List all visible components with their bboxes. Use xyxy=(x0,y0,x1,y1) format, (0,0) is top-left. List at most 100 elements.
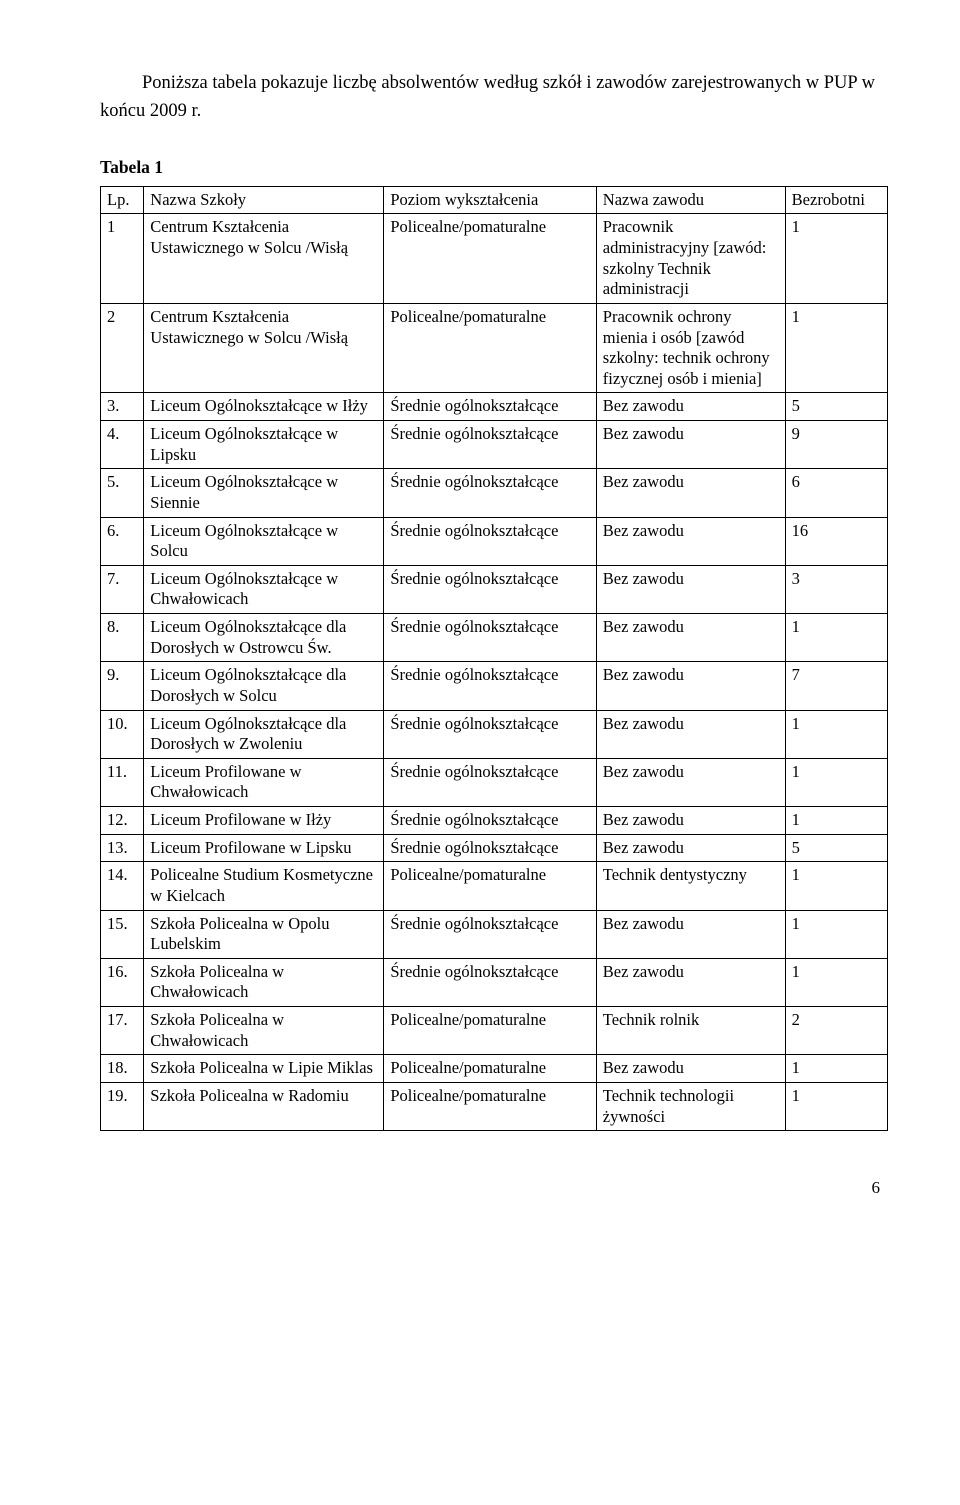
cell-lp: 4. xyxy=(101,421,144,469)
cell-job: Technik technologii żywności xyxy=(596,1082,785,1130)
cell-school: Liceum Ogólnokształcące w Solcu xyxy=(144,517,384,565)
col-lp: Lp. xyxy=(101,186,144,214)
table-row: 5.Liceum Ogólnokształcące w SiennieŚredn… xyxy=(101,469,888,517)
cell-school: Centrum Kształcenia Ustawicznego w Solcu… xyxy=(144,303,384,393)
cell-school: Liceum Profilowane w Chwałowicach xyxy=(144,758,384,806)
cell-job: Bez zawodu xyxy=(596,958,785,1006)
cell-lp: 18. xyxy=(101,1055,144,1083)
cell-lp: 5. xyxy=(101,469,144,517)
table-row: 13.Liceum Profilowane w LipskuŚrednie og… xyxy=(101,834,888,862)
cell-school: Liceum Ogólnokształcące w Iłży xyxy=(144,393,384,421)
cell-count: 6 xyxy=(785,469,887,517)
table-row: 17.Szkoła Policealna w ChwałowicachPolic… xyxy=(101,1007,888,1055)
cell-level: Policealne/pomaturalne xyxy=(384,1007,596,1055)
cell-count: 5 xyxy=(785,834,887,862)
cell-count: 1 xyxy=(785,758,887,806)
cell-job: Bez zawodu xyxy=(596,393,785,421)
cell-level: Średnie ogólnokształcące xyxy=(384,421,596,469)
cell-level: Średnie ogólnokształcące xyxy=(384,614,596,662)
cell-school: Liceum Profilowane w Lipsku xyxy=(144,834,384,862)
cell-lp: 19. xyxy=(101,1082,144,1130)
table-row: 15.Szkoła Policealna w Opolu LubelskimŚr… xyxy=(101,910,888,958)
cell-school: Liceum Profilowane w Iłży xyxy=(144,807,384,835)
cell-job: Pracownik ochrony mienia i osób [zawód s… xyxy=(596,303,785,393)
table-row: 4.Liceum Ogólnokształcące w LipskuŚredni… xyxy=(101,421,888,469)
cell-school: Liceum Ogólnokształcące dla Dorosłych w … xyxy=(144,710,384,758)
table-row: 8.Liceum Ogólnokształcące dla Dorosłych … xyxy=(101,614,888,662)
table-row: 11.Liceum Profilowane w ChwałowicachŚred… xyxy=(101,758,888,806)
table-row: 1Centrum Kształcenia Ustawicznego w Solc… xyxy=(101,214,888,304)
cell-count: 1 xyxy=(785,303,887,393)
cell-school: Liceum Ogólnokształcące w Lipsku xyxy=(144,421,384,469)
cell-school: Policealne Studium Kosmetyczne w Kielcac… xyxy=(144,862,384,910)
cell-lp: 14. xyxy=(101,862,144,910)
col-level: Poziom wykształcenia xyxy=(384,186,596,214)
table-row: 14.Policealne Studium Kosmetyczne w Kiel… xyxy=(101,862,888,910)
cell-job: Technik rolnik xyxy=(596,1007,785,1055)
cell-count: 2 xyxy=(785,1007,887,1055)
table-row: 7.Liceum Ogólnokształcące w Chwałowicach… xyxy=(101,565,888,613)
cell-count: 1 xyxy=(785,807,887,835)
cell-job: Bez zawodu xyxy=(596,565,785,613)
cell-level: Średnie ogólnokształcące xyxy=(384,758,596,806)
cell-school: Szkoła Policealna w Chwałowicach xyxy=(144,958,384,1006)
cell-count: 1 xyxy=(785,1055,887,1083)
cell-lp: 6. xyxy=(101,517,144,565)
table-row: 18.Szkoła Policealna w Lipie MiklasPolic… xyxy=(101,1055,888,1083)
cell-school: Liceum Ogólnokształcące dla Dorosłych w … xyxy=(144,614,384,662)
cell-lp: 15. xyxy=(101,910,144,958)
cell-lp: 1 xyxy=(101,214,144,304)
table-row: 3. Liceum Ogólnokształcące w IłżyŚrednie… xyxy=(101,393,888,421)
cell-lp: 3. xyxy=(101,393,144,421)
cell-job: Bez zawodu xyxy=(596,834,785,862)
cell-level: Policealne/pomaturalne xyxy=(384,1055,596,1083)
cell-count: 9 xyxy=(785,421,887,469)
cell-lp: 2 xyxy=(101,303,144,393)
table-header-row: Lp. Nazwa Szkoły Poziom wykształcenia Na… xyxy=(101,186,888,214)
cell-job: Bez zawodu xyxy=(596,421,785,469)
cell-count: 1 xyxy=(785,710,887,758)
cell-job: Bez zawodu xyxy=(596,469,785,517)
table-row: 16.Szkoła Policealna w ChwałowicachŚredn… xyxy=(101,958,888,1006)
cell-school: Liceum Ogólnokształcące dla Dorosłych w … xyxy=(144,662,384,710)
table-row: 9.Liceum Ogólnokształcące dla Dorosłych … xyxy=(101,662,888,710)
table-row: 12.Liceum Profilowane w IłżyŚrednie ogól… xyxy=(101,807,888,835)
cell-count: 1 xyxy=(785,214,887,304)
cell-level: Średnie ogólnokształcące xyxy=(384,517,596,565)
table-row: 19.Szkoła Policealna w RadomiuPolicealne… xyxy=(101,1082,888,1130)
cell-school: Szkoła Policealna w Lipie Miklas xyxy=(144,1055,384,1083)
cell-level: Policealne/pomaturalne xyxy=(384,303,596,393)
cell-level: Policealne/pomaturalne xyxy=(384,1082,596,1130)
cell-lp: 17. xyxy=(101,1007,144,1055)
cell-job: Bez zawodu xyxy=(596,710,785,758)
cell-lp: 12. xyxy=(101,807,144,835)
cell-count: 1 xyxy=(785,958,887,1006)
cell-job: Technik dentystyczny xyxy=(596,862,785,910)
cell-lp: 13. xyxy=(101,834,144,862)
cell-count: 5 xyxy=(785,393,887,421)
cell-count: 16 xyxy=(785,517,887,565)
cell-count: 7 xyxy=(785,662,887,710)
table-label: Tabela 1 xyxy=(100,154,888,180)
cell-job: Bez zawodu xyxy=(596,1055,785,1083)
cell-count: 1 xyxy=(785,910,887,958)
cell-level: Średnie ogólnokształcące xyxy=(384,910,596,958)
cell-lp: 9. xyxy=(101,662,144,710)
col-job: Nazwa zawodu xyxy=(596,186,785,214)
cell-level: Średnie ogólnokształcące xyxy=(384,469,596,517)
cell-level: Średnie ogólnokształcące xyxy=(384,807,596,835)
cell-level: Średnie ogólnokształcące xyxy=(384,662,596,710)
cell-school: Liceum Ogólnokształcące w Chwałowicach xyxy=(144,565,384,613)
cell-level: Średnie ogólnokształcące xyxy=(384,565,596,613)
cell-count: 1 xyxy=(785,862,887,910)
cell-school: Szkoła Policealna w Chwałowicach xyxy=(144,1007,384,1055)
cell-count: 3 xyxy=(785,565,887,613)
cell-count: 1 xyxy=(785,614,887,662)
cell-level: Policealne/pomaturalne xyxy=(384,214,596,304)
cell-lp: 8. xyxy=(101,614,144,662)
cell-level: Średnie ogólnokształcące xyxy=(384,834,596,862)
cell-job: Bez zawodu xyxy=(596,662,785,710)
cell-job: Bez zawodu xyxy=(596,758,785,806)
cell-level: Średnie ogólnokształcące xyxy=(384,958,596,1006)
page-number: 6 xyxy=(100,1175,888,1201)
